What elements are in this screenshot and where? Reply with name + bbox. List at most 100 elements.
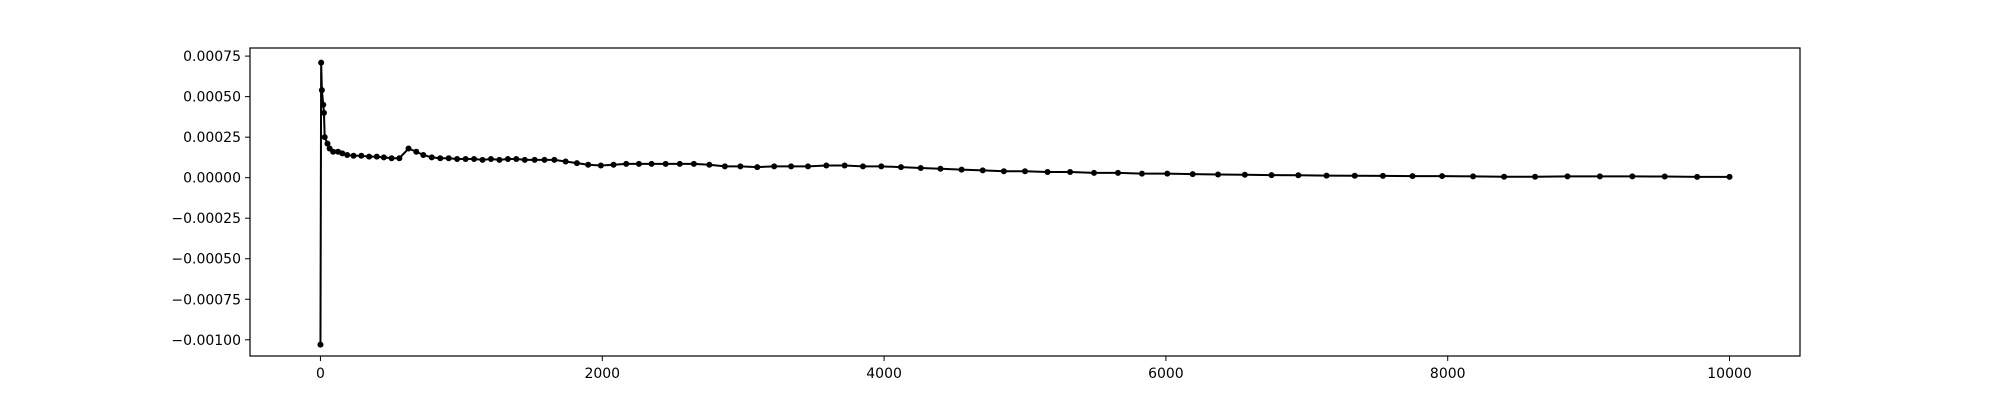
data-point xyxy=(788,163,795,170)
data-point xyxy=(1351,172,1358,179)
y-tick-label: −0.00050 xyxy=(171,252,241,268)
data-point xyxy=(1501,173,1508,180)
data-point xyxy=(805,163,811,170)
data-point xyxy=(1439,173,1446,180)
data-point xyxy=(479,156,486,163)
data-point xyxy=(1067,169,1074,176)
data-point xyxy=(917,164,924,171)
x-tick-label: 4000 xyxy=(866,366,902,382)
data-point xyxy=(344,151,351,158)
data-point xyxy=(462,156,469,163)
data-point xyxy=(405,145,412,152)
data-point xyxy=(721,163,728,170)
y-tick-label: −0.00075 xyxy=(171,292,241,308)
data-point xyxy=(754,164,761,171)
data-point xyxy=(471,156,478,163)
data-point xyxy=(320,109,327,116)
data-point xyxy=(380,154,387,161)
data-point xyxy=(562,158,569,165)
y-tick-label: 0.00000 xyxy=(183,171,241,187)
data-point xyxy=(1164,170,1171,177)
data-point xyxy=(1115,169,1121,176)
data-point xyxy=(771,163,778,170)
data-point xyxy=(1268,172,1275,179)
x-tick-label: 2000 xyxy=(584,366,620,382)
data-line xyxy=(319,62,1730,345)
data-point xyxy=(1694,173,1701,180)
data-point xyxy=(737,163,744,170)
data-point xyxy=(573,160,580,167)
y-tick-label: 0.00025 xyxy=(183,130,241,146)
data-point xyxy=(623,160,630,167)
data-point xyxy=(318,59,325,66)
data-point xyxy=(320,101,327,108)
data-point xyxy=(317,341,324,348)
data-point xyxy=(388,155,395,162)
data-point xyxy=(878,163,885,170)
data-point xyxy=(513,156,520,163)
data-point xyxy=(1138,170,1145,177)
data-point xyxy=(396,155,403,162)
data-point xyxy=(330,148,337,155)
data-point xyxy=(541,156,548,163)
data-point xyxy=(823,162,830,169)
data-point xyxy=(1323,172,1330,179)
data-point xyxy=(445,155,452,162)
data-point xyxy=(420,151,427,158)
data-point xyxy=(1596,173,1603,180)
data-point xyxy=(898,164,904,171)
x-tick-label: 8000 xyxy=(1430,366,1466,382)
data-point xyxy=(339,150,346,157)
data-point xyxy=(373,153,380,160)
x-tick-label: 10000 xyxy=(1707,366,1752,382)
data-point xyxy=(859,163,866,170)
data-point xyxy=(585,161,592,168)
data-point xyxy=(597,162,604,169)
data-point xyxy=(676,160,683,167)
data-point xyxy=(1409,173,1416,180)
data-point xyxy=(551,156,558,163)
data-point xyxy=(635,160,642,167)
data-point xyxy=(358,152,365,159)
data-point xyxy=(428,154,435,161)
y-tick-label: 0.00050 xyxy=(183,90,241,106)
data-point xyxy=(1044,169,1051,176)
data-point xyxy=(958,166,965,173)
data-point xyxy=(1022,168,1028,175)
data-point xyxy=(1000,168,1007,175)
data-point xyxy=(648,160,655,167)
plot-frame xyxy=(249,47,1801,357)
data-point xyxy=(321,134,328,141)
data-point xyxy=(979,167,986,174)
data-point xyxy=(318,87,325,94)
data-point xyxy=(1661,173,1668,180)
data-point xyxy=(706,161,713,168)
data-point xyxy=(496,156,503,163)
y-tick-label: −0.00100 xyxy=(171,333,241,349)
data-point xyxy=(366,153,373,160)
data-point xyxy=(1091,169,1098,176)
data-point xyxy=(504,156,511,163)
data-point xyxy=(1189,171,1196,178)
data-point xyxy=(1726,173,1733,180)
data-point xyxy=(413,148,420,155)
data-point xyxy=(454,156,461,163)
data-point xyxy=(610,161,617,168)
y-tick-label: 0.00075 xyxy=(183,49,241,65)
data-point xyxy=(1295,172,1302,179)
data-point xyxy=(1470,173,1477,180)
data-point xyxy=(1629,173,1636,180)
data-point xyxy=(1564,173,1571,180)
data-point xyxy=(437,155,444,162)
data-point xyxy=(1241,171,1248,178)
x-tick-label: 0 xyxy=(316,366,325,382)
data-point xyxy=(521,156,528,163)
data-point xyxy=(1379,172,1386,179)
data-point xyxy=(1532,173,1539,180)
data-point xyxy=(1215,171,1222,178)
data-point xyxy=(324,140,331,147)
x-tick-label: 6000 xyxy=(1148,366,1184,382)
data-point xyxy=(690,160,697,167)
